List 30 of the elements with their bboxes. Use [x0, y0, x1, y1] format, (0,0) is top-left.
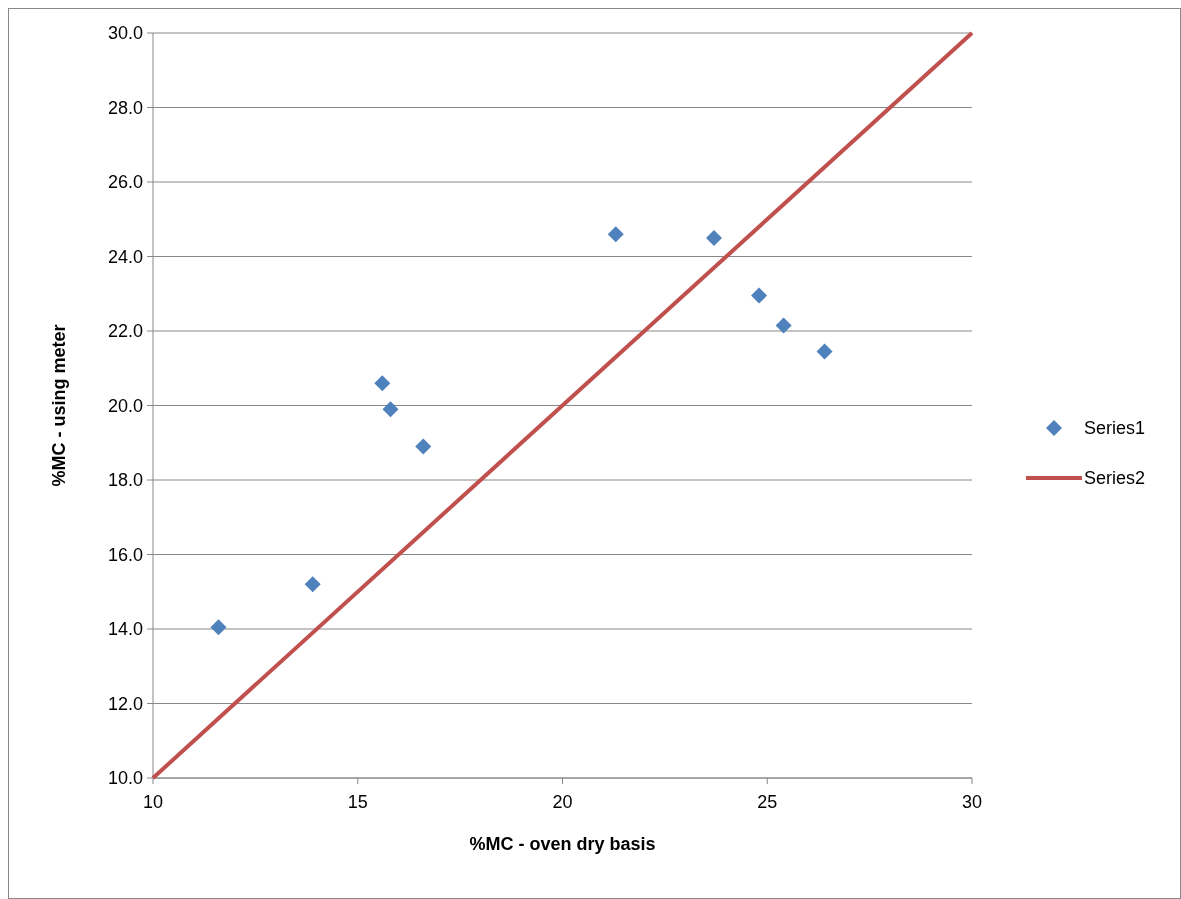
point	[706, 229, 723, 246]
x-tick-label: 25	[757, 792, 778, 812]
y-axis-title: %MC - using meter	[49, 324, 69, 487]
x-tick-label: 15	[347, 792, 368, 812]
y-tick-label: 12.0	[107, 693, 143, 714]
point	[607, 226, 624, 243]
x-axis-title: %MC - oven dry basis	[469, 834, 656, 854]
legend-label: Series2	[1084, 468, 1146, 489]
point	[751, 287, 768, 304]
point	[816, 343, 833, 360]
y-tick-label: 16.0	[107, 544, 143, 565]
point	[210, 619, 227, 636]
y-tick-label: 30.0	[107, 23, 143, 44]
legend-label: Series1	[1084, 418, 1146, 439]
y-tick-label: 18.0	[107, 470, 143, 491]
y-tick-label: 22.0	[107, 321, 143, 342]
x-tick-label: 20	[552, 792, 573, 812]
point	[415, 438, 432, 455]
y-tick-label: 10.0	[107, 768, 143, 789]
y-tick-label: 26.0	[107, 172, 143, 193]
point	[775, 317, 792, 334]
y-tick-label: 28.0	[107, 97, 143, 118]
y-tick-label: 24.0	[107, 246, 143, 267]
x-tick-label: 30	[961, 792, 983, 812]
point	[374, 375, 391, 392]
y-tick-label: 20.0	[107, 395, 143, 416]
y-tick-label: 14.0	[107, 619, 143, 640]
point	[382, 401, 399, 418]
point	[304, 576, 321, 593]
x-tick-label: 10	[142, 792, 164, 812]
